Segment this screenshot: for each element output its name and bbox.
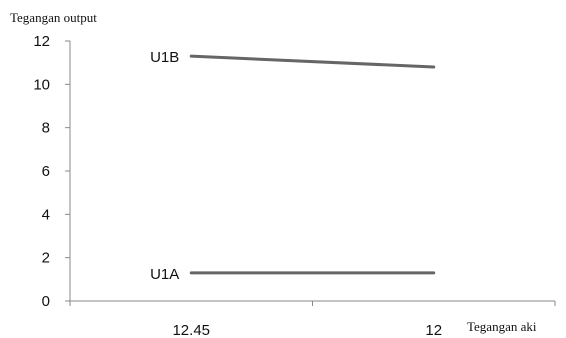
x-axis-title: Tegangan aki [467, 319, 537, 334]
series-label-u1a: U1A [150, 266, 179, 283]
series-label-u1b: U1B [150, 49, 179, 66]
y-axis-ticks: 0 2 4 6 8 10 12 [33, 33, 70, 310]
y-axis-title: Tegangan output [10, 10, 97, 25]
y-tick-label: 4 [42, 206, 50, 223]
x-tick-label: 12 [425, 322, 442, 338]
y-tick-label: 0 [42, 293, 50, 310]
series-labels: U1B U1A [150, 49, 179, 283]
y-tick-label: 12 [33, 33, 50, 50]
y-tick-label: 6 [42, 163, 50, 180]
series-line-u1b [189, 54, 436, 69]
y-tick-label: 10 [33, 76, 50, 93]
series-lines [189, 54, 436, 275]
y-tick-label: 2 [42, 250, 50, 267]
x-tick-label: 12.45 [172, 322, 210, 338]
axes [69, 41, 555, 302]
y-tick-label: 8 [42, 120, 50, 137]
x-axis-ticks: 12.45 12 [69, 301, 556, 338]
